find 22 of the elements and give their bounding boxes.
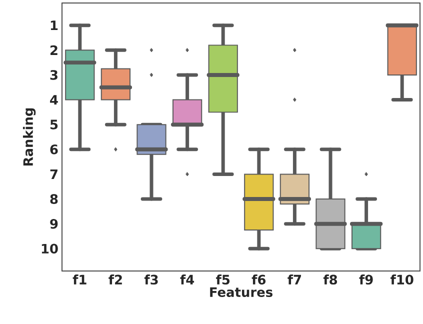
x-tick-label: f2 (108, 274, 122, 284)
x-tick-label: f6 (252, 274, 266, 285)
y-tick-label: 3 (50, 70, 58, 80)
x-tick-label: f10 (390, 274, 414, 285)
y-tick-label: 4 (50, 95, 58, 104)
x-tick-label: f9 (359, 274, 373, 285)
y-axis-title: Ranking (22, 108, 36, 166)
y-tick-label: 8 (50, 194, 58, 204)
y-tick-label: 7 (50, 170, 58, 179)
x-tick-label: f4 (180, 274, 194, 284)
y-tick-label: 6 (50, 144, 58, 154)
y-tick-label: 1 (50, 20, 58, 30)
x-tick-label: f1 (72, 274, 86, 284)
y-tick-label: 5 (50, 120, 58, 130)
y-tick-label: 9 (50, 218, 58, 229)
x-tick-label: f5 (216, 274, 230, 285)
y-tick-label: 2 (50, 45, 58, 55)
x-tick-label: f7 (288, 274, 301, 284)
y-tick-label: 10 (42, 244, 58, 254)
x-tick-label: f8 (323, 274, 338, 285)
x-tick-label: f3 (144, 274, 158, 285)
x-axis-title: Features (210, 287, 272, 298)
